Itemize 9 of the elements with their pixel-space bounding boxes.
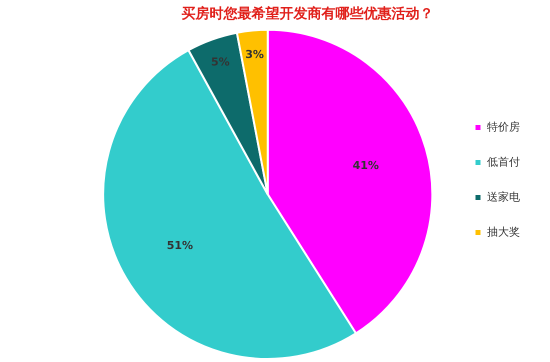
- data-label: 5%: [211, 56, 230, 69]
- legend-label: 送家电: [487, 190, 520, 204]
- chart-title: 买房时您最希望开发商有哪些优惠活动？: [182, 5, 434, 22]
- legend-label: 低首付: [487, 155, 520, 168]
- legend-label: 特价房: [487, 120, 520, 134]
- legend-label: 抽大奖: [487, 225, 520, 238]
- data-label: 51%: [166, 239, 194, 252]
- data-label: 41%: [352, 158, 379, 172]
- data-label: 3%: [245, 48, 264, 61]
